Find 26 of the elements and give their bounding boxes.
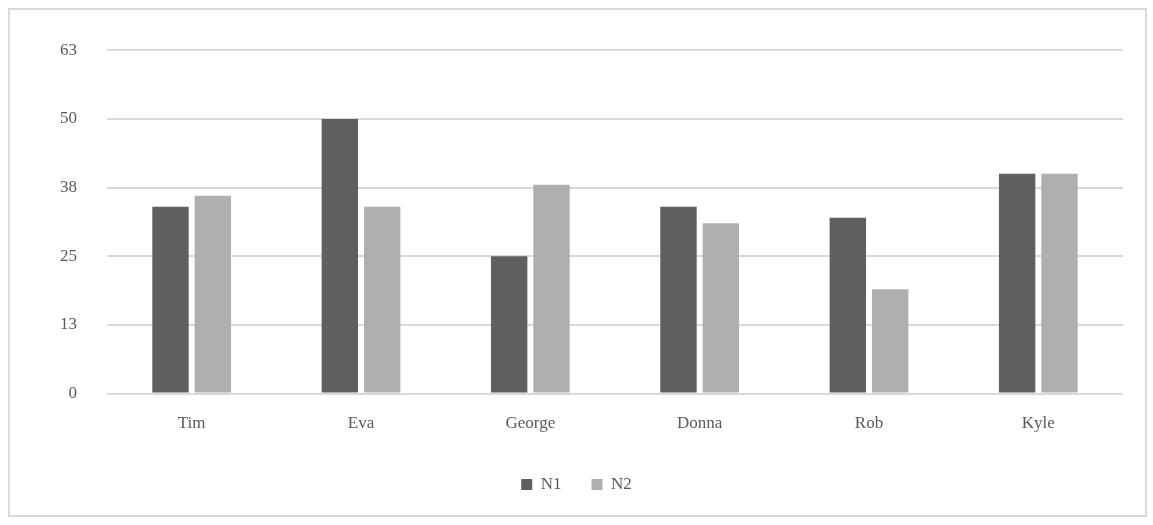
legend-label: N2 <box>611 473 632 493</box>
bar <box>1041 173 1078 393</box>
x-tick-label: George <box>505 413 556 433</box>
x-tick-label: Tim <box>177 413 206 433</box>
bar <box>829 217 867 393</box>
x-tick-label: Rob <box>854 413 884 433</box>
bar <box>702 223 740 393</box>
x-tick-label: Eva <box>347 413 375 433</box>
x-tick-label: Kyle <box>1021 413 1055 433</box>
bar <box>490 256 528 393</box>
bar <box>660 206 697 393</box>
y-tick-label: 38 <box>60 177 77 197</box>
y-tick-label: 63 <box>60 39 77 59</box>
bar <box>363 206 401 393</box>
y-tick-label: 25 <box>60 245 77 265</box>
y-tick-label: 0 <box>68 383 77 403</box>
y-tick-label: 50 <box>60 108 77 128</box>
y-tick-label: 13 <box>60 314 77 334</box>
bar <box>998 173 1036 393</box>
bar <box>321 118 359 393</box>
bar <box>871 289 909 393</box>
legend-label: N1 <box>540 473 562 493</box>
bar <box>194 195 232 393</box>
bar <box>152 206 189 393</box>
x-tick-label: Donna <box>677 413 723 433</box>
bar <box>533 184 570 393</box>
